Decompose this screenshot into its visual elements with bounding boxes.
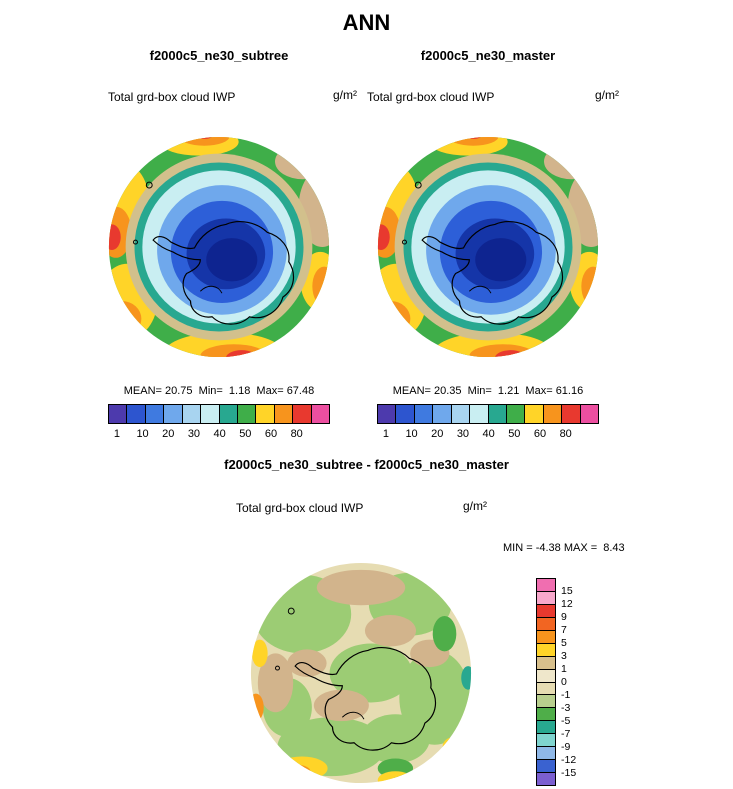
colorbar-tick-label: 1 [561,663,567,675]
colorbar-tick-label: 80 [290,428,303,440]
colorbar-box [537,772,555,785]
colorbar-box [126,405,145,423]
colorbar-box [537,694,555,708]
colorbar-ticks-master: 1 10 20 30 40 50 60 80 [377,428,599,442]
subtree-map [106,134,332,360]
colorbar-box [537,733,555,747]
colorbar-tick-label: 50 [239,428,252,440]
colorbar-box [537,603,555,617]
colorbar-subtree [108,404,330,424]
colorbar-tick-label: 10 [136,428,149,440]
colorbar-box [537,720,555,734]
colorbar-tick-label: -3 [561,702,571,714]
colorbar-tick-label: -7 [561,728,571,740]
colorbar-tick-label: 20 [431,428,444,440]
colorbar-box [218,405,237,423]
colorbar-tick-label: 60 [533,428,547,440]
colorbar-box [292,405,311,423]
season-title: ANN [342,10,391,35]
colorbar-box [537,616,555,630]
colorbar-box [505,405,525,423]
colorbar-tick-label: 20 [162,428,175,440]
colorbar-tick-label: -12 [561,754,577,766]
colorbar-box [537,655,555,669]
colorbar-box [537,642,555,656]
colorbar-tick-label: 80 [559,428,572,440]
colorbar-box [537,681,555,695]
colorbar-master [377,404,599,424]
colorbar-box [542,405,562,423]
colorbar-box [537,746,555,760]
colorbar-box [236,405,256,423]
difference-minmax: MIN = -4.38 MAX = 8.43 [503,542,625,554]
colorbar-tick-label: 50 [508,428,521,440]
units-label-difference: g/m² [463,499,487,513]
colorbar-box [273,405,293,423]
colorbar-box [181,405,201,423]
colorbar-tick-label: 3 [561,650,567,662]
colorbar-box [378,405,396,423]
colorbar-tick-label: 7 [561,624,567,636]
colorbar-box [579,405,599,423]
colorbar-box [537,590,555,604]
colorbar-box [487,405,506,423]
colorbar-tick-label: 0 [561,676,567,688]
colorbar-box [537,668,555,682]
colorbar-box [255,405,274,423]
master-map [375,134,601,360]
colorbar-box [537,629,555,643]
colorbar-box [395,405,414,423]
colorbar-box [432,405,451,423]
colorbar-box [200,405,219,423]
colorbar-box [310,405,330,423]
colorbar-box [413,405,433,423]
colorbar-tick-label: 5 [561,637,567,649]
colorbar-tick-label: 40 [213,428,226,440]
colorbar-tick-label: -1 [561,689,571,701]
colorbar-tick-label: -15 [561,767,577,779]
colorbar-box [109,405,127,423]
colorbar-tick-label: 30 [456,428,470,440]
colorbar-tick-label: 15 [561,585,573,597]
colorbar-tick-label: 60 [264,428,278,440]
colorbar-tick-label: 12 [561,598,573,610]
colorbar-box [561,405,580,423]
field-label-difference: Total grd-box cloud IWP [236,501,364,515]
colorbar-tick-label: 1 [113,428,120,440]
colorbar-ticks-difference: 15 12 9 7 5 3 1 0 -1 -3 -5 -7 -9 -12 -15 [561,578,595,786]
stats-subtree: MEAN= 20.75 Min= 1.18 Max= 67.48 [123,385,315,397]
panel-title-subtree: f2000c5_ne30_subtree [149,48,289,63]
colorbar-box [450,405,470,423]
colorbar-tick-label: -5 [561,715,571,727]
units-label-master: g/m² [595,88,619,102]
colorbar-box [537,707,555,721]
colorbar-box [524,405,543,423]
colorbar-tick-label: 10 [405,428,418,440]
colorbar-tick-label: 40 [482,428,495,440]
colorbar-ticks-subtree: 1 10 20 30 40 50 60 80 [108,428,330,442]
colorbar-tick-label: -9 [561,741,571,753]
colorbar-box [163,405,182,423]
colorbar-box [144,405,164,423]
difference-map [248,560,474,786]
panel-title-master: f2000c5_ne30_master [420,48,556,63]
colorbar-tick-label: 30 [187,428,201,440]
stats-master: MEAN= 20.35 Min= 1.21 Max= 61.16 [392,385,584,397]
colorbar-tick-label: 1 [382,428,389,440]
colorbar-tick-label: 9 [561,611,567,623]
units-label-subtree: g/m² [333,88,357,102]
colorbar-box [537,579,555,591]
field-label-master: Total grd-box cloud IWP [367,90,495,104]
colorbar-box [469,405,488,423]
colorbar-box [537,759,555,773]
colorbar-difference [536,578,556,786]
field-label-subtree: Total grd-box cloud IWP [108,90,236,104]
difference-title: f2000c5_ne30_subtree - f2000c5_ne30_mast… [224,457,509,472]
